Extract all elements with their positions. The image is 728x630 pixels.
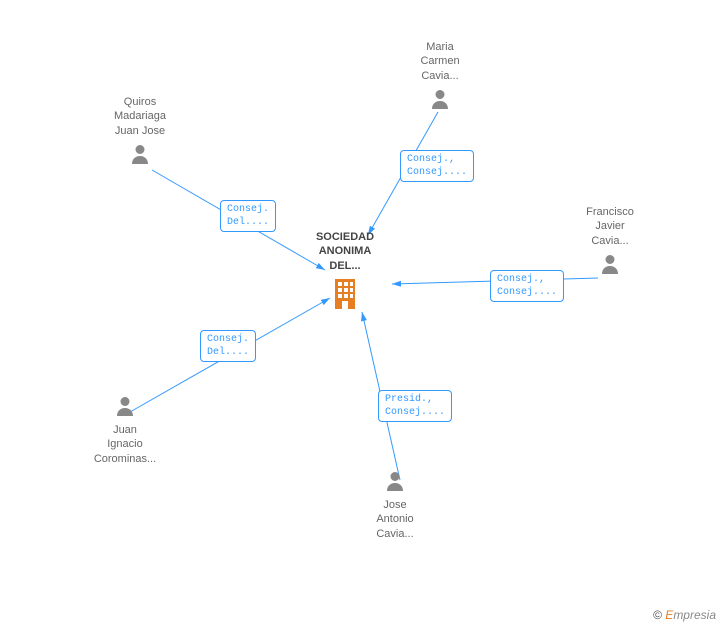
center-company-node[interactable]: SOCIEDAD ANONIMA DEL... (295, 230, 395, 314)
person-icon (128, 142, 152, 171)
person-label: Maria Carmen Cavia... (390, 40, 490, 83)
watermark: © Empresia (653, 608, 716, 622)
edge-label: Consej., Consej.... (400, 150, 474, 182)
edge-label: Consej. Del.... (200, 330, 256, 362)
building-icon (331, 277, 359, 314)
person-node[interactable]: Maria Carmen Cavia... (390, 40, 490, 116)
person-label: Francisco Javier Cavia... (560, 205, 660, 248)
person-node[interactable]: Quiros Madariaga Juan Jose (90, 95, 190, 171)
person-icon (428, 87, 452, 116)
person-icon (113, 394, 137, 423)
person-node[interactable]: Juan Ignacio Corominas... (75, 390, 175, 466)
person-icon (598, 252, 622, 281)
person-node[interactable]: Francisco Javier Cavia... (560, 205, 660, 281)
person-node[interactable]: Jose Antonio Cavia... (345, 465, 445, 541)
edge-label: Consej. Del.... (220, 200, 276, 232)
brand-rest: mpresia (673, 608, 716, 622)
edge-label: Consej., Consej.... (490, 270, 564, 302)
copyright-symbol: © (653, 608, 662, 622)
person-icon (383, 469, 407, 498)
edge-label: Presid., Consej.... (378, 390, 452, 422)
person-label: Quiros Madariaga Juan Jose (90, 95, 190, 138)
person-label: Jose Antonio Cavia... (345, 498, 445, 541)
center-label: SOCIEDAD ANONIMA DEL... (295, 230, 395, 273)
person-label: Juan Ignacio Corominas... (75, 423, 175, 466)
